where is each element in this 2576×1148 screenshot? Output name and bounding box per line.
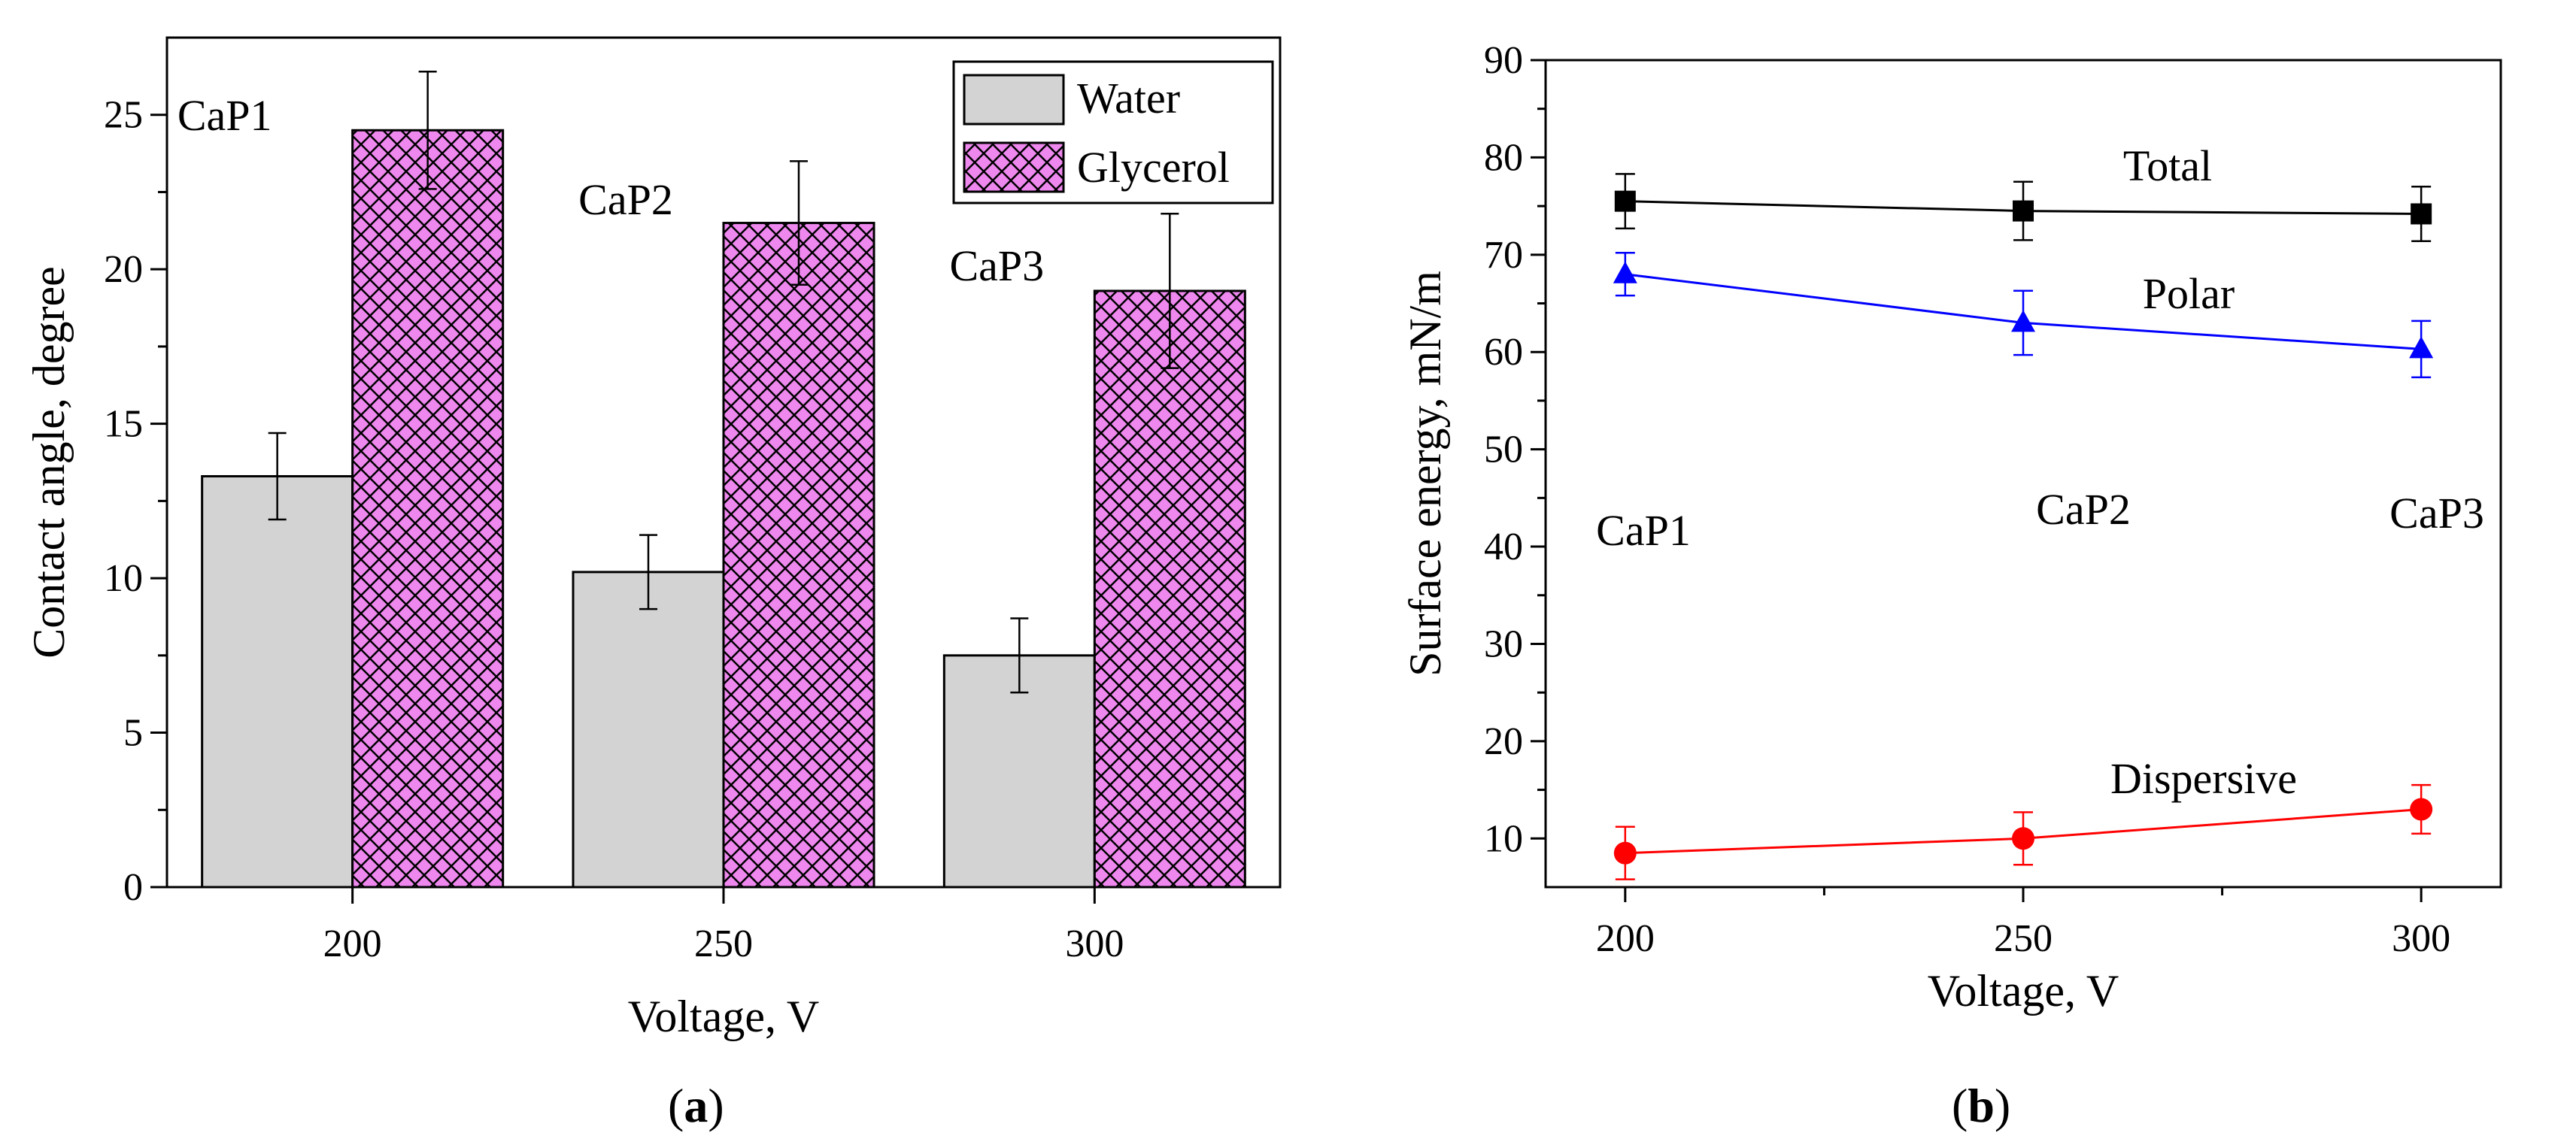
panel-b-surface-energy-chart: 10 20 30 40 50 60 70 80 90 200 250 300 Total Polar D… xyxy=(1400,39,2502,1132)
y-tick-label-20: 20 xyxy=(104,248,143,291)
y-tick-label-10: 10 xyxy=(1484,817,1523,860)
bar-glycerol-300 xyxy=(1093,289,1246,889)
point-polar-300 xyxy=(2409,336,2434,359)
annotation-cap1: CaP1 xyxy=(1596,506,1691,555)
panel-b-y-axis-title: Surface energy, mN/m xyxy=(1400,271,1450,677)
bar-glycerol-250 xyxy=(722,222,875,889)
x-tick-label-250: 250 xyxy=(694,922,753,965)
point-dispersive-300 xyxy=(2410,798,2433,821)
y-tick-label-60: 60 xyxy=(1484,331,1523,374)
y-tick-label-10: 10 xyxy=(104,557,143,600)
panel-a-legend: Water Glycerol xyxy=(952,60,1274,204)
panel-b-x-axis-title: Voltage, V xyxy=(1928,966,2119,1016)
annotation-cap3: CaP3 xyxy=(2389,489,2484,538)
y-tick-label-50: 50 xyxy=(1484,429,1523,471)
legend-swatch-glycerol xyxy=(963,141,1065,193)
point-dispersive-200 xyxy=(1613,841,1637,865)
annotation-cap1: CaP1 xyxy=(177,91,272,140)
y-tick-label-20: 20 xyxy=(1484,720,1523,763)
panel-b-y-ticks: 10 20 30 40 50 60 70 80 90 xyxy=(1484,39,1546,860)
panel-a-bars xyxy=(201,70,1246,889)
y-tick-label-80: 80 xyxy=(1484,136,1523,179)
point-polar-200 xyxy=(1613,261,1637,283)
x-tick-label-200: 200 xyxy=(323,922,382,965)
panel-b-annotations: Total Polar Dispersive CaP1 CaP2 CaP3 xyxy=(1596,141,2484,803)
bar-water-250 xyxy=(572,571,725,889)
x-tick-label-200: 200 xyxy=(1596,917,1655,960)
y-tick-label-70: 70 xyxy=(1484,234,1523,277)
legend-label-glycerol: Glycerol xyxy=(1077,143,1230,192)
point-total-200 xyxy=(1614,190,1636,212)
annotation-cap3: CaP3 xyxy=(949,241,1044,290)
panel-b-series xyxy=(1613,173,2434,880)
series-label-dispersive: Dispersive xyxy=(2110,754,2297,803)
panel-a-x-axis-title: Voltage, V xyxy=(628,992,819,1041)
x-tick-label-300: 300 xyxy=(1065,922,1124,965)
x-tick-label-250: 250 xyxy=(1994,917,2053,960)
panel-b-x-ticks: 200 250 300 xyxy=(1596,887,2450,960)
panel-a-annotations: CaP1 CaP2 CaP3 xyxy=(177,91,1044,290)
panel-a-y-ticks: 0 5 10 15 20 25 xyxy=(104,94,167,909)
panel-a-label: (a) xyxy=(668,1079,724,1132)
annotation-cap2: CaP2 xyxy=(578,175,673,224)
legend-swatch-water xyxy=(963,74,1065,126)
panel-a-y-axis-title: Contact angle, degree xyxy=(24,266,74,658)
bar-water-300 xyxy=(942,654,1096,889)
point-total-250 xyxy=(2013,200,2034,222)
panel-a-x-ticks: 200 250 300 xyxy=(323,887,1124,965)
bar-glycerol-200 xyxy=(351,129,505,889)
point-polar-250 xyxy=(2011,310,2035,332)
y-tick-label-25: 25 xyxy=(104,94,143,137)
y-tick-label-5: 5 xyxy=(123,712,143,755)
panel-b-label: (b) xyxy=(1952,1079,2010,1132)
panel-a-contact-angle-chart: 0 5 10 15 20 25 200 250 300 CaP1 CaP2 CaP3 Voltag… xyxy=(24,36,1282,1132)
point-dispersive-250 xyxy=(2012,827,2034,850)
y-tick-label-30: 30 xyxy=(1484,622,1523,665)
y-tick-label-0: 0 xyxy=(123,866,143,909)
y-tick-label-90: 90 xyxy=(1484,39,1523,82)
y-tick-label-15: 15 xyxy=(104,403,143,446)
point-total-300 xyxy=(2411,203,2432,225)
series-label-total: Total xyxy=(2123,141,2212,190)
x-tick-label-300: 300 xyxy=(2392,917,2450,960)
bar-water-200 xyxy=(201,474,354,889)
y-tick-label-40: 40 xyxy=(1484,526,1523,568)
annotation-cap2: CaP2 xyxy=(2036,485,2131,534)
legend-label-water: Water xyxy=(1077,74,1180,123)
series-label-polar: Polar xyxy=(2143,269,2235,318)
